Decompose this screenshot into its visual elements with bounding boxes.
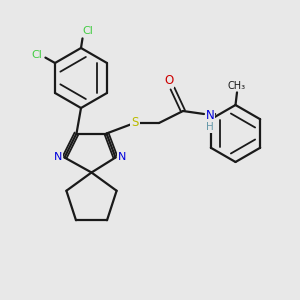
Text: N: N bbox=[54, 152, 62, 163]
Text: N: N bbox=[118, 152, 126, 163]
Text: H: H bbox=[206, 122, 214, 132]
Text: Cl: Cl bbox=[32, 50, 43, 60]
Text: N: N bbox=[206, 109, 214, 122]
Text: O: O bbox=[164, 74, 173, 88]
Text: CH₃: CH₃ bbox=[228, 81, 246, 91]
Text: Cl: Cl bbox=[82, 26, 93, 37]
Text: S: S bbox=[131, 116, 139, 130]
